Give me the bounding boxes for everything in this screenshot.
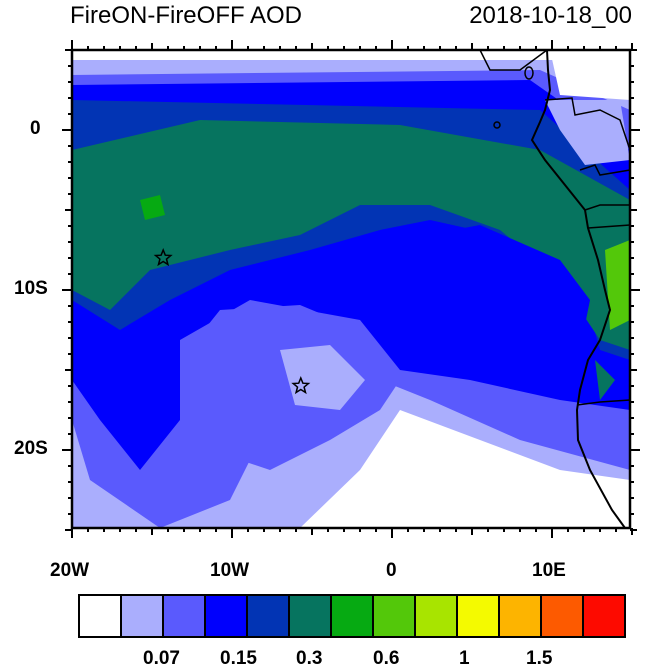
colorbar-swatch xyxy=(162,594,206,638)
colorbar-swatch xyxy=(78,594,122,638)
lat-label: 20S xyxy=(14,438,48,459)
colorbar-swatch xyxy=(288,594,332,638)
colorbar-label: 0.6 xyxy=(373,648,400,669)
colorbar-swatch xyxy=(540,594,584,638)
colorbar-swatch xyxy=(456,594,500,638)
colorbar-label: 1 xyxy=(459,648,470,669)
aod-field xyxy=(72,50,630,528)
lon-label: 0 xyxy=(386,560,397,581)
colorbar-label: 1.5 xyxy=(526,648,553,669)
colorbar-swatch xyxy=(120,594,164,638)
colorbar-swatch xyxy=(498,594,542,638)
colorbar-swatch xyxy=(246,594,290,638)
colorbar xyxy=(78,594,626,638)
plot-title: FireON-FireOFF AOD xyxy=(70,2,302,29)
lat-label: 0 xyxy=(30,118,41,139)
colorbar-label: 0.3 xyxy=(296,648,323,669)
colorbar-swatch xyxy=(372,594,416,638)
country-borders xyxy=(479,49,631,406)
colorbar-label: 0.07 xyxy=(143,648,180,669)
plot-date: 2018-10-18_00 xyxy=(469,2,632,29)
colorbar-label: 0.15 xyxy=(220,648,257,669)
lon-label: 10E xyxy=(532,560,566,581)
coastline xyxy=(530,49,626,529)
axis-ticks xyxy=(62,40,640,538)
colorbar-swatch xyxy=(582,594,626,638)
lat-label: 10S xyxy=(14,278,48,299)
colorbar-swatch xyxy=(414,594,458,638)
colorbar-swatch xyxy=(204,594,248,638)
lon-label: 10W xyxy=(210,560,250,581)
star-marker xyxy=(291,375,311,395)
star-marker xyxy=(153,247,173,267)
colorbar-swatch xyxy=(330,594,374,638)
lon-label: 20W xyxy=(50,560,90,581)
